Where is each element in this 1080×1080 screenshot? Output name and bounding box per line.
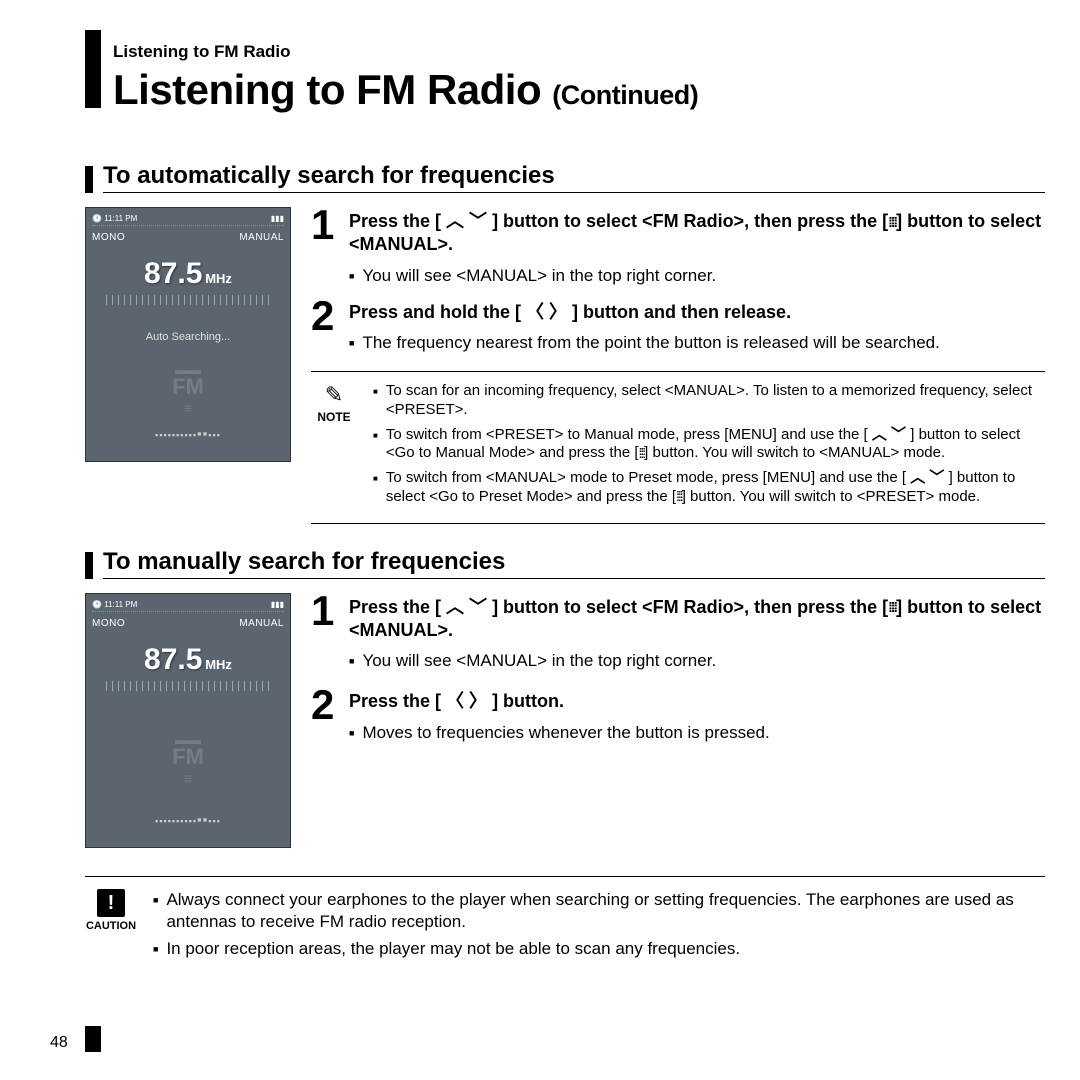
step1-instruction: Press the [ ︿ ﹀ ] button to select <FM R… [349, 210, 1045, 257]
device-channel-dots: ▪▪▪▪▪▪▪▪▪▪▪▪▪▪▪ [86, 426, 290, 441]
device-frequency: 87.5 MHz [92, 257, 284, 291]
grid-icon: ⁞⁞⁞ [888, 604, 896, 611]
device-mode-labels: MONO MANUAL [92, 232, 284, 243]
fm-watermark-icon: ▂▂▂ FM ≡ [92, 731, 284, 786]
step2-instruction: Press the [ 〈 〉 ] button. [349, 690, 1045, 713]
section-bar [85, 552, 93, 579]
freq-unit: MHz [205, 657, 232, 672]
caution-label: CAUTION [85, 920, 137, 932]
device-screen-auto: 🕐 11:11 PM ▮▮▮ MONO MANUAL 87.5 MHz Auto… [85, 207, 291, 462]
title-main: Listening to FM Radio [113, 66, 541, 113]
step-number: 2 [311, 298, 339, 359]
freq-unit: MHz [205, 271, 232, 286]
device-frequency: 87.5 MHz [92, 643, 284, 677]
manual-label: MANUAL [239, 232, 284, 243]
step2-instruction: Press and hold the [ 〈 〉 ] button and th… [349, 301, 1045, 324]
step2-bullets: The frequency nearest from the point the… [349, 332, 1045, 355]
section1-body: 🕐 11:11 PM ▮▮▮ MONO MANUAL 87.5 MHz Auto… [85, 207, 1045, 524]
updown-icon: ︿ ﹀ [441, 597, 492, 617]
mono-label: MONO [92, 232, 125, 243]
caution-bullets: Always connect your earphones to the pla… [153, 889, 1045, 966]
note-bullets: To scan for an incoming frequency, selec… [373, 382, 1045, 513]
section2-body: 🕐 11:11 PM ▮▮▮ MONO MANUAL 87.5 MHz ▂▂▂ … [85, 593, 1045, 848]
device-screen-manual: 🕐 11:11 PM ▮▮▮ MONO MANUAL 87.5 MHz ▂▂▂ … [85, 593, 291, 848]
note-bullet: To switch from <MANUAL> mode to Preset m… [373, 469, 1045, 507]
step-text: Press the [ ︿ ﹀ ] button to select <FM R… [349, 207, 1045, 292]
section2-heading: To manually search for frequencies [85, 548, 1045, 579]
battery-icon: ▮▮▮ [271, 214, 284, 223]
section2-steps: 1 Press the [ ︿ ﹀ ] button to select <FM… [311, 593, 1045, 848]
caution-bullet: In poor reception areas, the player may … [153, 938, 1045, 961]
device-mode-labels: MONO MANUAL [92, 618, 284, 629]
section1-heading-text: To automatically search for frequencies [103, 162, 1045, 193]
side-stripe [85, 1026, 101, 1052]
step-number: 1 [311, 593, 339, 678]
bullet-item: You will see <MANUAL> in the top right c… [349, 265, 1045, 288]
step-number: 1 [311, 207, 339, 292]
freq-number: 87.5 [144, 257, 202, 290]
leftright-icon: 〈 〉 [441, 691, 492, 711]
section-bar [85, 166, 93, 193]
leftright-icon: 〈 〉 [521, 302, 572, 322]
section1-step2: 2 Press and hold the [ 〈 〉 ] button and … [311, 298, 1045, 359]
step-number: 2 [311, 687, 339, 748]
caution-bullet: Always connect your earphones to the pla… [153, 889, 1045, 935]
device-channel-dots: ▪▪▪▪▪▪▪▪▪▪▪▪▪▪▪ [86, 812, 290, 827]
section1-step1: 1 Press the [ ︿ ﹀ ] button to select <FM… [311, 207, 1045, 292]
battery-icon: ▮▮▮ [271, 600, 284, 609]
clock-icon: 🕐 11:11 PM [92, 214, 137, 223]
section1-heading: To automatically search for frequencies [85, 162, 1045, 193]
manual-label: MANUAL [239, 618, 284, 629]
breadcrumb: Listening to FM Radio [113, 42, 1045, 62]
clock-icon: 🕐 11:11 PM [92, 600, 137, 609]
section1-steps: 1 Press the [ ︿ ﹀ ] button to select <FM… [311, 207, 1045, 524]
caution-box: ! CAUTION Always connect your earphones … [85, 876, 1045, 966]
note-bullet: To switch from <PRESET> to Manual mode, … [373, 426, 1045, 464]
step-text: Press the [ ︿ ﹀ ] button to select <FM R… [349, 593, 1045, 678]
step1-bullets: You will see <MANUAL> in the top right c… [349, 650, 1045, 673]
section2-step2: 2 Press the [ 〈 〉 ] button. Moves to fre… [311, 687, 1045, 748]
step1-instruction: Press the [ ︿ ﹀ ] button to select <FM R… [349, 596, 1045, 643]
note-icon-column: ✎ NOTE [311, 382, 357, 513]
updown-icon: ︿ ﹀ [868, 426, 911, 443]
device-dial [106, 681, 270, 691]
step-text: Press and hold the [ 〈 〉 ] button and th… [349, 298, 1045, 359]
fm-watermark-icon: ▂▂▂ FM ≡ [92, 361, 284, 416]
note-box: ✎ NOTE To scan for an incoming frequency… [311, 371, 1045, 524]
step1-bullets: You will see <MANUAL> in the top right c… [349, 265, 1045, 288]
step2-bullets: Moves to frequencies whenever the button… [349, 722, 1045, 745]
note-label: NOTE [311, 410, 357, 424]
updown-icon: ︿ ﹀ [441, 211, 492, 231]
page-number: 48 [50, 1034, 68, 1052]
device-statusbar: 🕐 11:11 PM ▮▮▮ [92, 600, 284, 612]
device-dial [106, 295, 270, 305]
title-continued: (Continued) [552, 80, 698, 110]
page-corner-bar [85, 30, 101, 108]
bullet-item: The frequency nearest from the point the… [349, 332, 1045, 355]
step-text: Press the [ 〈 〉 ] button. Moves to frequ… [349, 687, 1045, 748]
device-statusbar: 🕐 11:11 PM ▮▮▮ [92, 214, 284, 226]
section2-heading-text: To manually search for frequencies [103, 548, 1045, 579]
caution-icon-column: ! CAUTION [85, 889, 137, 966]
section2-step1: 1 Press the [ ︿ ﹀ ] button to select <FM… [311, 593, 1045, 678]
caution-exclaim-icon: ! [97, 889, 125, 917]
note-pencil-icon: ✎ [311, 382, 357, 408]
updown-icon: ︿ ﹀ [906, 469, 949, 486]
bullet-item: Moves to frequencies whenever the button… [349, 722, 1045, 745]
page-title: Listening to FM Radio (Continued) [113, 66, 1045, 114]
note-bullet: To scan for an incoming frequency, selec… [373, 382, 1045, 420]
auto-searching-text: Auto Searching... [92, 331, 284, 343]
freq-number: 87.5 [144, 643, 202, 676]
mono-label: MONO [92, 618, 125, 629]
manual-page: Listening to FM Radio Listening to FM Ra… [85, 30, 1045, 965]
bullet-item: You will see <MANUAL> in the top right c… [349, 650, 1045, 673]
grid-icon: ⁞⁞⁞ [888, 219, 896, 226]
